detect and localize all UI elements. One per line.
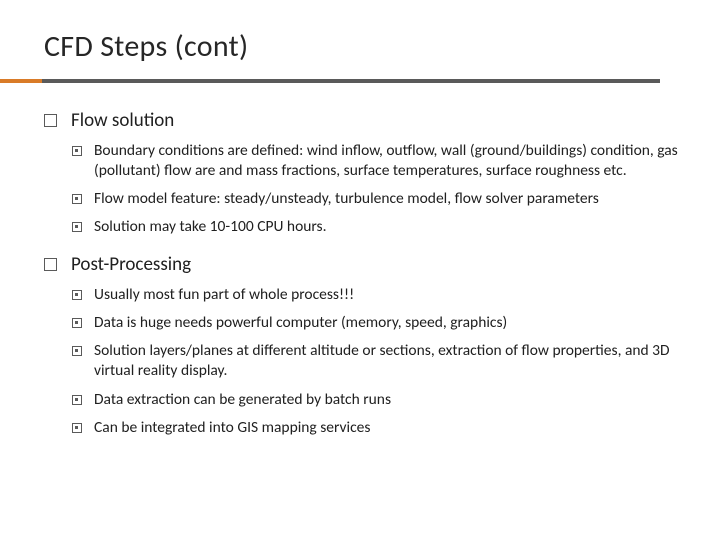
section-items: Boundary conditions are defined: wind in…	[44, 141, 680, 238]
list-item: Can be integrated into GIS mapping servi…	[72, 418, 680, 438]
list-item: Solution layers/planes at different alti…	[72, 341, 680, 381]
list-item-text: Solution layers/planes at different alti…	[94, 341, 680, 381]
title-underline	[0, 79, 660, 83]
nested-square-bullet-icon	[72, 194, 82, 204]
nested-square-bullet-icon	[72, 290, 82, 300]
list-item-text: Boundary conditions are defined: wind in…	[94, 141, 680, 181]
list-item: Solution may take 10-100 CPU hours.	[72, 217, 680, 237]
list-item: Data is huge needs powerful computer (me…	[72, 313, 680, 333]
list-item: Usually most fun part of whole process!!…	[72, 285, 680, 305]
section-heading-text: Flow solution	[71, 109, 174, 133]
nested-square-bullet-icon	[72, 318, 82, 328]
nested-square-bullet-icon	[72, 222, 82, 232]
list-item: Data extraction can be generated by batc…	[72, 390, 680, 410]
section-heading: Flow solution	[44, 109, 680, 133]
section-items: Usually most fun part of whole process!!…	[44, 285, 680, 438]
list-item: Boundary conditions are defined: wind in…	[72, 141, 680, 181]
nested-square-bullet-icon	[72, 346, 82, 356]
nested-square-bullet-icon	[72, 423, 82, 433]
list-item-text: Data is huge needs powerful computer (me…	[94, 313, 507, 333]
list-item-text: Can be integrated into GIS mapping servi…	[94, 418, 370, 438]
square-bullet-icon	[44, 114, 57, 127]
section-heading: Post-Processing	[44, 253, 680, 277]
nested-square-bullet-icon	[72, 146, 82, 156]
nested-square-bullet-icon	[72, 395, 82, 405]
slide-title: CFD Steps (cont)	[44, 28, 680, 65]
square-bullet-icon	[44, 258, 57, 271]
list-item-text: Flow model feature: steady/unsteady, tur…	[94, 189, 599, 209]
list-item-text: Data extraction can be generated by batc…	[94, 390, 391, 410]
underline-main	[42, 79, 660, 83]
slide-body: Flow solution Boundary conditions are de…	[40, 109, 680, 438]
slide: CFD Steps (cont) Flow solution Boundary …	[0, 0, 720, 540]
list-item-text: Usually most fun part of whole process!!…	[94, 285, 354, 305]
list-item-text: Solution may take 10-100 CPU hours.	[94, 217, 327, 237]
section-heading-text: Post-Processing	[71, 253, 191, 277]
accent-bar	[0, 79, 42, 83]
list-item: Flow model feature: steady/unsteady, tur…	[72, 189, 680, 209]
